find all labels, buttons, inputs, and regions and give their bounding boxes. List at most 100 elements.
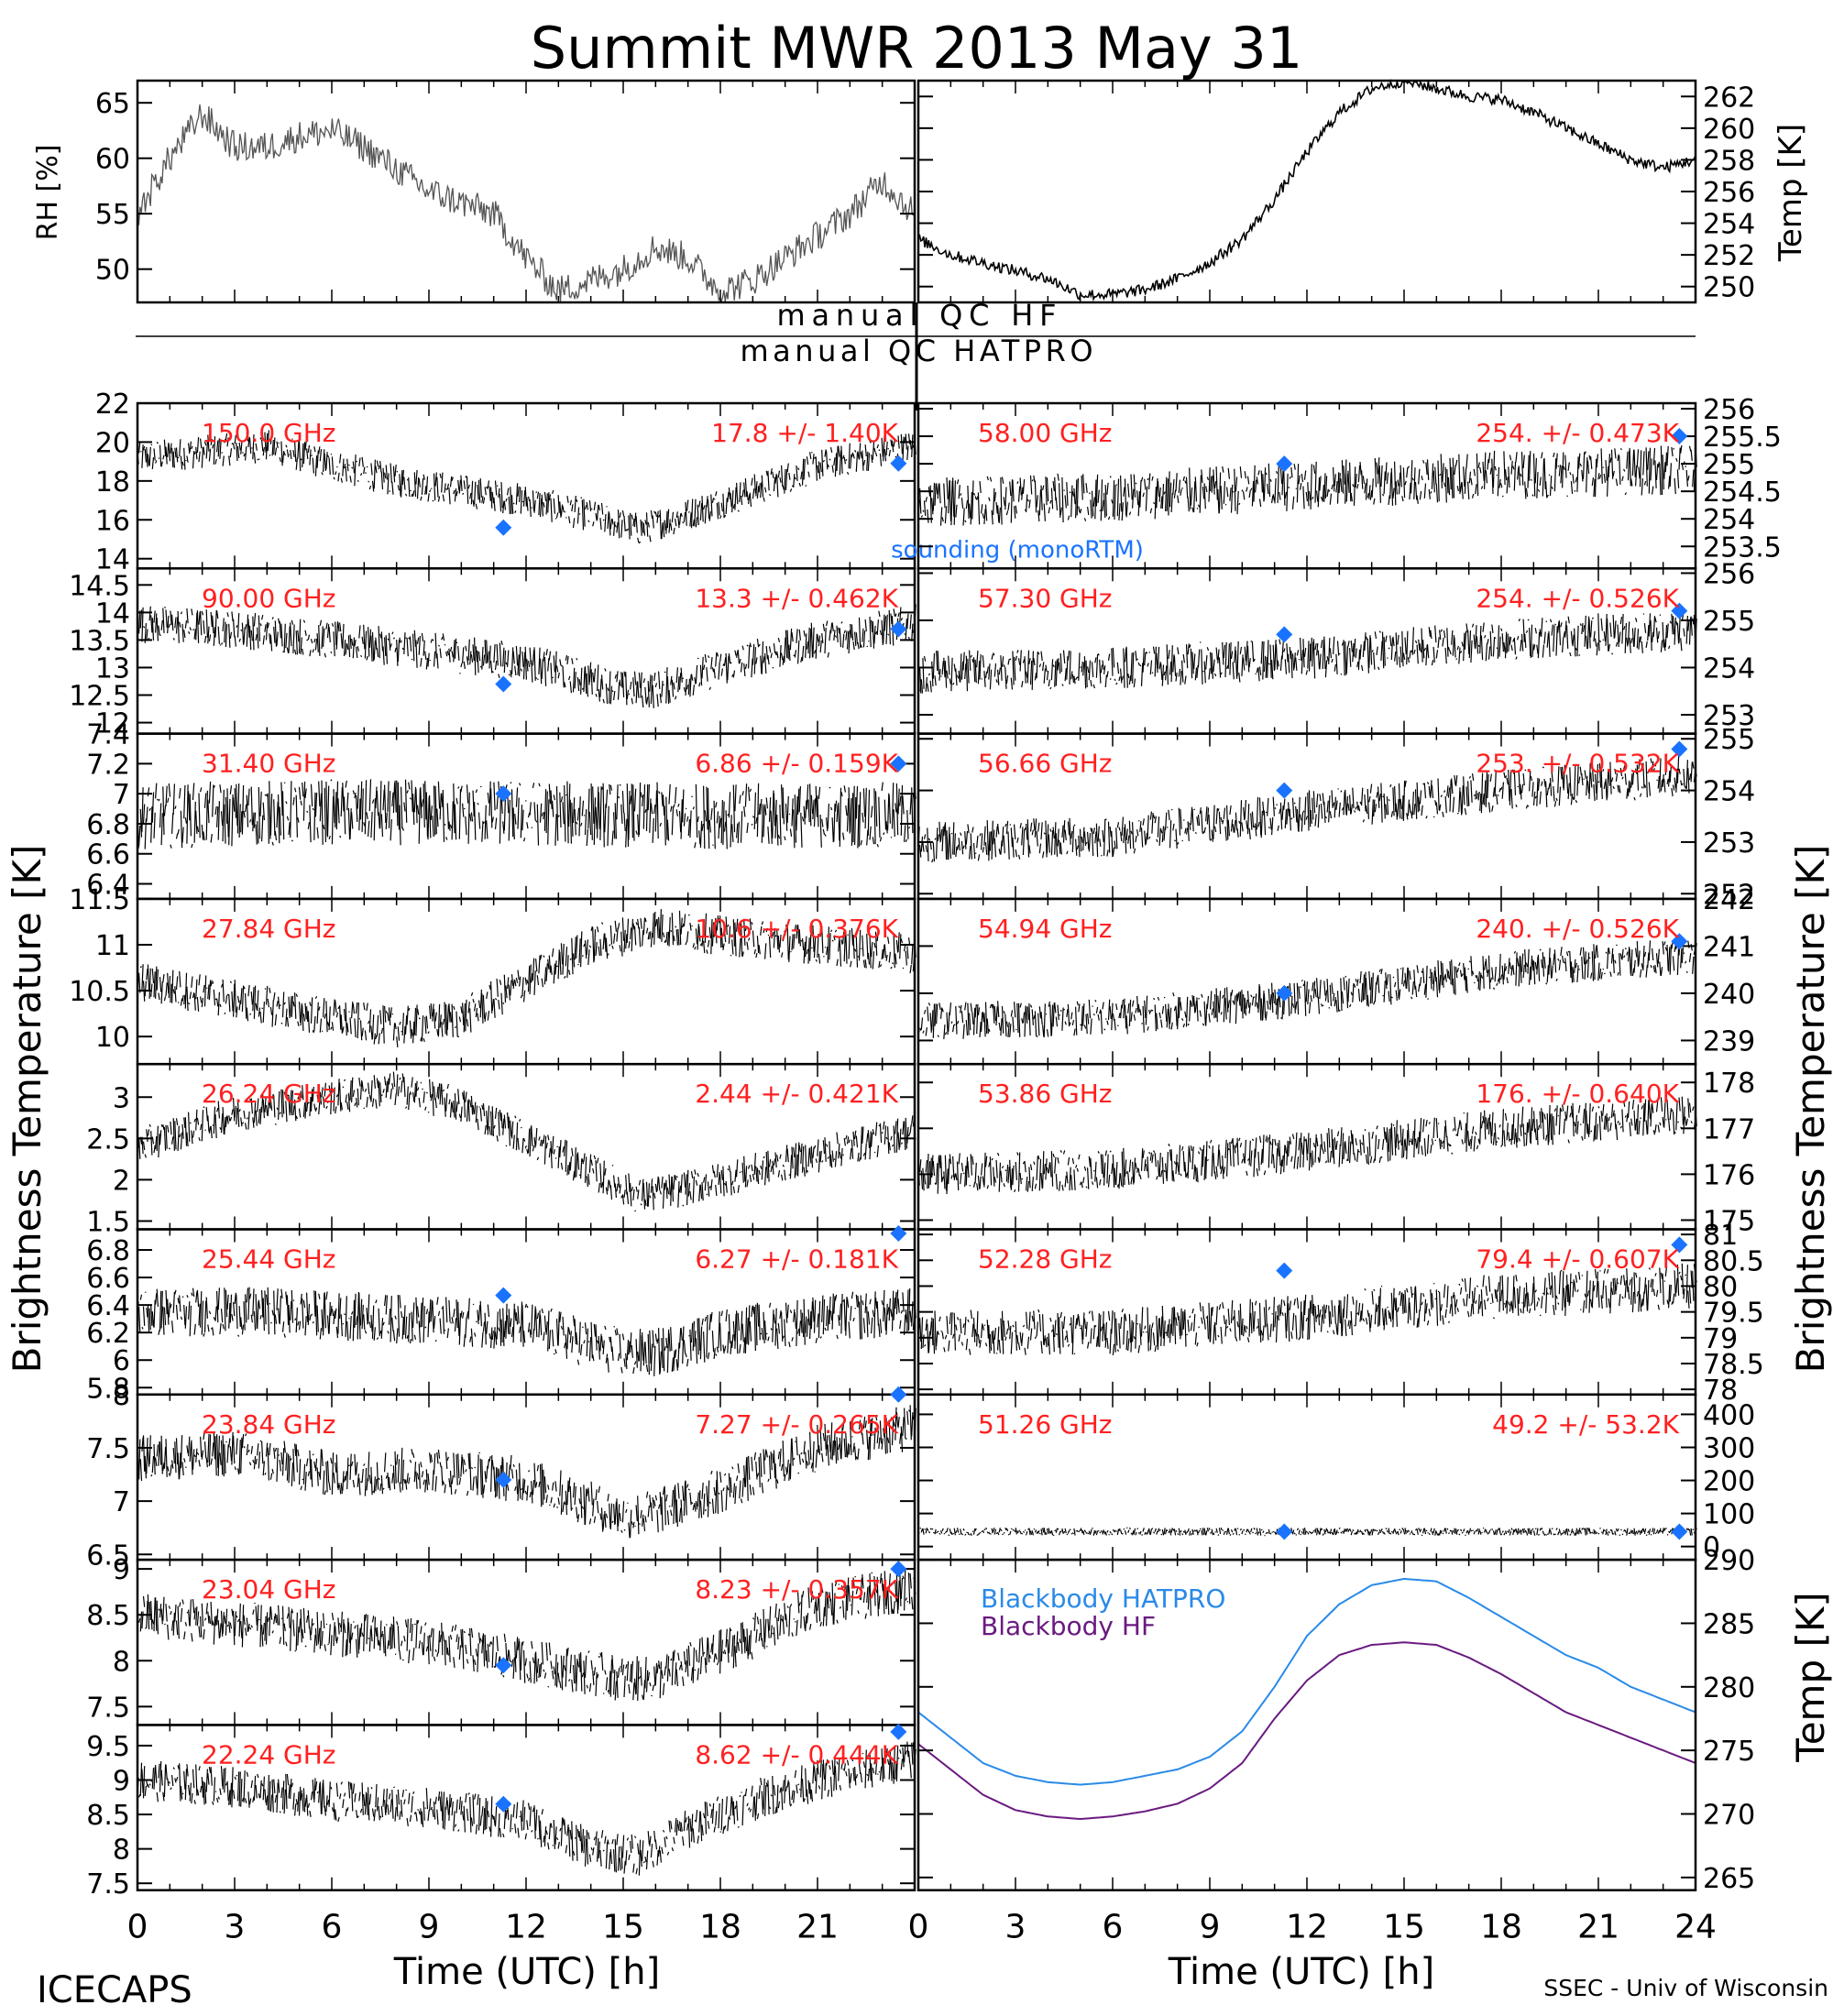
tb-panel-left-6-ytick-label: 8 [113, 1380, 130, 1412]
right-xlabel: Time (UTC) [h] [1168, 1951, 1434, 1993]
tb-panel-right-2-freq-label: 56.66 GHz [978, 749, 1113, 779]
tb-panel-left-2: 6.46.66.877.27.4 31.40 GHz 6.86 +/- 0.159K [86, 719, 916, 902]
blackbody-ytick-label: 270 [1703, 1799, 1755, 1831]
tb-panel-right-3-ytick-label: 241 [1703, 931, 1755, 963]
tb-panel-right-2-stat-label: 253. +/- 0.532K [1476, 749, 1679, 779]
tb-panel-left-7-freq-label: 23.04 GHz [202, 1574, 336, 1605]
tb-panel-left-0-ytick-label: 14 [95, 544, 130, 576]
tb-panel-right-6-stat-label: 49.2 +/- 53.2K [1492, 1409, 1679, 1440]
tb-panel-right-2-sounding-point [1276, 782, 1293, 799]
tb-panel-right-6-sounding-point [1276, 1523, 1293, 1540]
tb-panel-right-3-stat-label: 240. +/- 0.526K [1476, 914, 1679, 944]
tb-panel-left-7-ytick-label: 7.5 [86, 1692, 130, 1724]
tb-panel-left-1-data-series [137, 604, 916, 708]
left-xtick-label: 6 [322, 1909, 343, 1946]
tb-panel-right-1-ytick-label: 256 [1703, 558, 1755, 590]
tb-panel-right-0-freq-label: 58.00 GHz [978, 418, 1113, 448]
tb-panel-right-3-data-series [917, 937, 1697, 1040]
blackbody-ytick-label: 265 [1703, 1863, 1755, 1895]
tb-panel-left-1-stat-label: 13.3 +/- 0.462K [695, 583, 898, 613]
rh-series-line [137, 104, 916, 304]
tb-panel-left-6-stat-label: 7.27 +/- 0.265K [695, 1409, 898, 1440]
tb-panel-left-3-ytick-label: 11.5 [69, 884, 130, 916]
tb-panel-right-1-stat-label: 254. +/- 0.526K [1476, 583, 1679, 613]
tb-panel-left-8-ytick-label: 7.5 [86, 1868, 130, 1901]
right-xtick-label: 24 [1674, 1909, 1717, 1946]
tb-panel-left-2-ytick-label: 6.4 [86, 870, 130, 902]
left-tb-ylabel: Brightness Temperature [K] [5, 845, 49, 1374]
tb-panel-left-3: 10 10.5 11 11.5 27.84 GHz 10.6 +/- 0.376K [69, 884, 916, 1066]
left-xlabel: Time (UTC) [h] [393, 1951, 660, 1993]
tb-panel-left-6-sounding-point [890, 1386, 907, 1403]
tb-panel-left-7-ytick-label: 8 [113, 1646, 130, 1678]
surface-temp-ytick-label: 256 [1703, 177, 1755, 209]
left-xtick-label: 21 [796, 1909, 839, 1946]
tb-panel-left-7-sounding-point [890, 1561, 907, 1578]
tb-panel-right-2-ytick-label: 254 [1703, 776, 1755, 808]
tb-panel-left-7-stat-label: 8.23 +/- 0.357K [695, 1574, 898, 1605]
tb-panel-left-2-ytick-label: 7.2 [86, 749, 130, 781]
tb-panel-left-7-sounding-point [495, 1657, 512, 1674]
tb-panel-left-7-ytick-label: 9 [113, 1554, 130, 1586]
tb-panel-left-8-freq-label: 22.24 GHz [202, 1739, 336, 1769]
blackbody-series-hatpro [917, 1577, 1696, 1786]
tb-panel-right-4: 175 176 177 178 53.86 GHz 176. +/- 0.640K [916, 1062, 1755, 1237]
tb-panel-right-1-ytick-label: 255 [1703, 606, 1755, 638]
right-xtick-label: 0 [908, 1909, 929, 1946]
tb-panel-right-5-ytick-label: 78 [1703, 1375, 1738, 1407]
left-xtick-label: 9 [419, 1909, 440, 1946]
tb-panel-left-1-sounding-point [495, 675, 512, 693]
tb-panel-left-2-stat-label: 6.86 +/- 0.159K [695, 749, 898, 779]
tb-panel-left-6-sounding-point [495, 1471, 512, 1488]
tb-panel-left-8-ytick-label: 9.5 [86, 1731, 130, 1763]
right-xtick-label: 3 [1005, 1909, 1026, 1946]
tb-panel-right-5-ytick-label: 80 [1703, 1271, 1738, 1303]
right-xtick-label: 6 [1103, 1909, 1124, 1946]
tb-panel-left-5-ytick-label: 5.8 [86, 1373, 130, 1405]
tb-panel-left-1-ytick-label: 12 [95, 708, 130, 740]
tb-panel-right-6-data-series [917, 1527, 1697, 1537]
tb-panel-right-1-data-series [917, 613, 1697, 694]
left-tb-panels: 14 16 18 20 22 150.0 GHz 17.8 +/- 1.40K soundin… [69, 389, 1144, 1901]
tb-panel-right-0-ytick-label: 255 [1703, 449, 1755, 481]
tb-panel-left-8-ytick-label: 8.5 [86, 1800, 130, 1832]
tb-panel-left-5: 5.866.26.46.66.8 25.44 GHz 6.27 +/- 0.181K [86, 1225, 916, 1405]
tb-panel-left-5-stat-label: 6.27 +/- 0.181K [695, 1244, 898, 1275]
tb-panel-right-6-ytick-label: 200 [1703, 1466, 1755, 1498]
left-xtick-label: 0 [127, 1909, 148, 1946]
tb-panel-left-5-sounding-point [495, 1287, 512, 1304]
tb-panel-left-5-ytick-label: 6.8 [86, 1235, 130, 1267]
tb-panel-right-6-ytick-label: 400 [1703, 1399, 1755, 1431]
rh-ytick-label: 65 [95, 88, 130, 120]
tb-panel-left-2-ytick-label: 6.6 [86, 839, 130, 871]
tb-panel-right-5-ytick-label: 79 [1703, 1323, 1738, 1355]
tb-panel-left-2-ytick-label: 6.8 [86, 809, 130, 841]
tb-panel-right-3: 239 240 241 242 54.94 GHz 240. +/- 0.526K [916, 884, 1755, 1066]
tb-panel-left-0-ytick-label: 20 [95, 427, 130, 459]
blackbody-legend-hatpro: Blackbody HATPRO [981, 1583, 1225, 1614]
tb-panel-right-1-sounding-point [1276, 626, 1293, 643]
tb-panel-right-5-sounding-point [1276, 1262, 1293, 1279]
tb-panel-left-1-ytick-label: 13 [95, 652, 130, 685]
time-axes: 0 3 6 9 12 15 18 21 0 3 6 9 12 15 18 21 24 [127, 1909, 1717, 1946]
right-xtick-label: 9 [1200, 1909, 1221, 1946]
tb-panel-left-1-freq-label: 90.00 GHz [202, 583, 336, 613]
tb-panel-right-3-freq-label: 54.94 GHz [978, 914, 1113, 944]
tb-panel-right-5-sounding-point [1671, 1236, 1688, 1254]
right-tb-ylabel: Brightness Temperature [K] [1788, 845, 1833, 1374]
tb-panel-left-0-ytick-label: 22 [95, 389, 130, 421]
tb-panel-left-5-ytick-label: 6.4 [86, 1290, 130, 1322]
tb-panel-right-5-ytick-label: 79.5 [1703, 1298, 1764, 1330]
tb-panel-left-0: 14 16 18 20 22 150.0 GHz 17.8 +/- 1.40K soundin… [95, 389, 1144, 576]
tb-panel-right-1-freq-label: 57.30 GHz [978, 583, 1113, 613]
tb-panel-right-6-ytick-label: 300 [1703, 1432, 1755, 1464]
tb-panel-right-6-ytick-label: 0 [1703, 1532, 1720, 1564]
tb-panel-left-8-sounding-point [890, 1723, 907, 1740]
tb-panel-left-0-ytick-label: 16 [95, 505, 130, 537]
blackbody-ytick-label: 290 [1703, 1545, 1755, 1577]
tb-panel-right-3-sounding-point [1671, 933, 1688, 950]
